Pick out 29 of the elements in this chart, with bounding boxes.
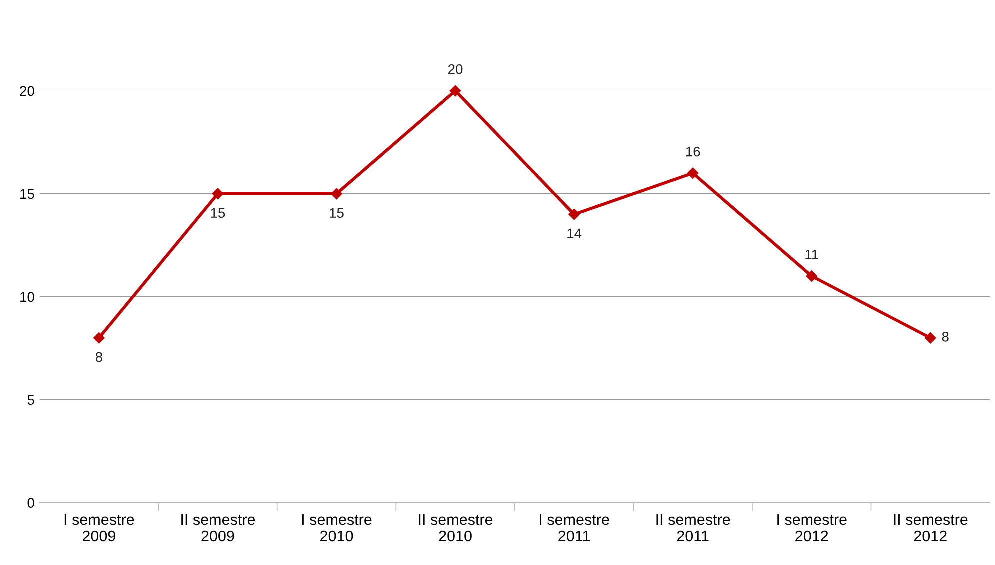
point [94, 332, 105, 344]
x-tick-label: I semestre 2009 [64, 514, 134, 542]
data-label: 14 [568, 228, 582, 238]
data-label: 20 [448, 64, 463, 74]
y-tick-label: 5 [28, 395, 34, 406]
point [687, 168, 699, 179]
x-tick-label: II semestre 2010 [419, 514, 493, 542]
y-tick-label: 10 [20, 292, 34, 302]
y-tick-label: 20 [20, 86, 34, 96]
point [568, 208, 580, 220]
data-label: 15 [330, 208, 344, 218]
point [212, 188, 224, 200]
data-label: 15 [211, 208, 226, 218]
x-tick-label: II semestre 2009 [182, 514, 256, 542]
point [806, 270, 818, 282]
point [925, 332, 936, 344]
data-label: 16 [686, 146, 700, 157]
x-tick-label: I semestre 2011 [540, 514, 610, 542]
y-tick-label: 15 [20, 189, 34, 200]
y-tick-label: 0 [28, 498, 34, 508]
data-label: 11 [806, 250, 818, 260]
x-tick-label: II semestre 2011 [656, 514, 730, 542]
point [331, 188, 342, 200]
point [450, 85, 462, 97]
x-tick-label: I semestre 2010 [302, 514, 372, 542]
data-label: 8 [942, 332, 949, 342]
data-label: 8 [96, 352, 102, 362]
x-tick-label: II semestre 2012 [894, 514, 968, 542]
x-tick-label: I semestre 2012 [778, 514, 847, 542]
